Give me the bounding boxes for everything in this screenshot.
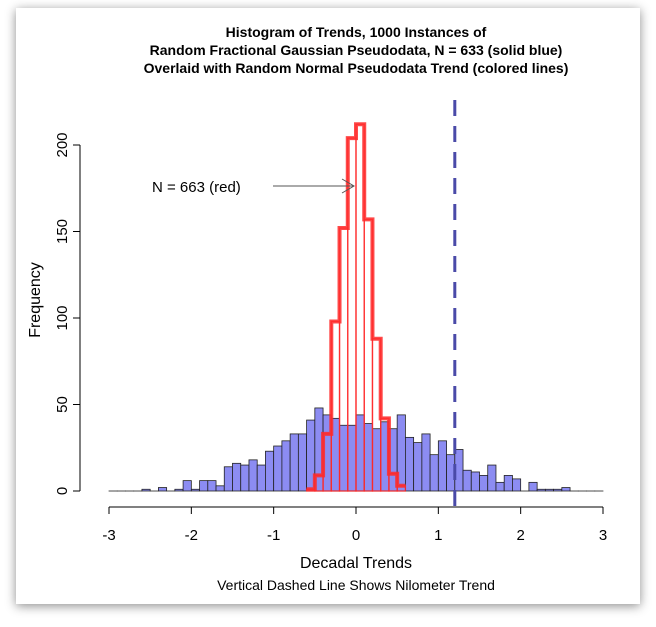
chart-card [16, 8, 640, 604]
blue-bar [355, 414, 365, 492]
blue-bar [363, 423, 373, 492]
blue-bar [528, 481, 538, 492]
y-tick-label: 150 [54, 219, 71, 244]
blue-bar [512, 478, 522, 492]
title-line-2: Random Fractional Gaussian Pseudodata, N… [150, 42, 563, 58]
chart-subtitle: Vertical Dashed Line Shows Nilometer Tre… [217, 577, 495, 593]
blue-bar [536, 488, 546, 492]
blue-bar [265, 450, 275, 492]
blue-bar [421, 433, 431, 492]
blue-bar [223, 466, 233, 492]
blue-bar [182, 480, 192, 492]
annotation-label: N = 663 (red) [152, 179, 241, 196]
blue-bar [141, 488, 151, 492]
x-tick-label: 1 [434, 527, 442, 544]
blue-bar [429, 454, 439, 492]
blue-bar [339, 424, 349, 492]
blue-bar [248, 459, 258, 492]
x-tick-label: -2 [185, 527, 198, 544]
blue-bar [215, 485, 225, 492]
blue-bar [281, 440, 291, 492]
y-axis-label: Frequency [27, 262, 44, 338]
blue-bar [190, 488, 200, 492]
x-tick-label: -3 [102, 527, 115, 544]
blue-bar [157, 487, 168, 492]
blue-bar [503, 475, 513, 492]
x-tick-label: 3 [599, 527, 607, 544]
blue-bar [479, 475, 489, 492]
blue-bar [470, 471, 480, 492]
chart-title: Histogram of Trends, 1000 Instances of R… [144, 24, 569, 76]
blue-bar [199, 480, 209, 492]
blue-bar [232, 462, 242, 492]
y-tick-label: 200 [54, 132, 71, 157]
blue-bar [404, 436, 415, 492]
blue-bar [372, 428, 382, 492]
title-line-3: Overlaid with Random Normal Pseudodata T… [144, 60, 569, 76]
blue-bar [256, 464, 266, 492]
x-tick-label: 2 [516, 527, 524, 544]
blue-bar [413, 442, 423, 492]
y-tick-label: 0 [54, 487, 71, 495]
annotation-arrowhead [341, 178, 355, 194]
blue-bar [561, 487, 571, 492]
blue-bar [174, 488, 184, 492]
y-tick-label: 100 [54, 305, 71, 330]
blue-bar [297, 433, 308, 492]
blue-bar [487, 464, 497, 492]
blue-bar [462, 469, 472, 492]
x-tick-label: 0 [352, 527, 360, 544]
blue-bar [553, 488, 563, 492]
blue-bar [544, 488, 554, 492]
blue-bar [207, 480, 217, 492]
title-line-1: Histogram of Trends, 1000 Instances of [226, 24, 487, 40]
red-outline [306, 122, 406, 492]
blue-bar [495, 481, 505, 492]
blue-bar [437, 440, 447, 492]
x-tick-label: -1 [267, 527, 280, 544]
blue-bar [273, 445, 283, 492]
blue-bar [289, 433, 299, 492]
x-axis-label: Decadal Trends [300, 555, 412, 572]
blue-bar [347, 424, 357, 492]
blue-bar [240, 464, 250, 492]
y-tick-label: 50 [54, 396, 71, 413]
